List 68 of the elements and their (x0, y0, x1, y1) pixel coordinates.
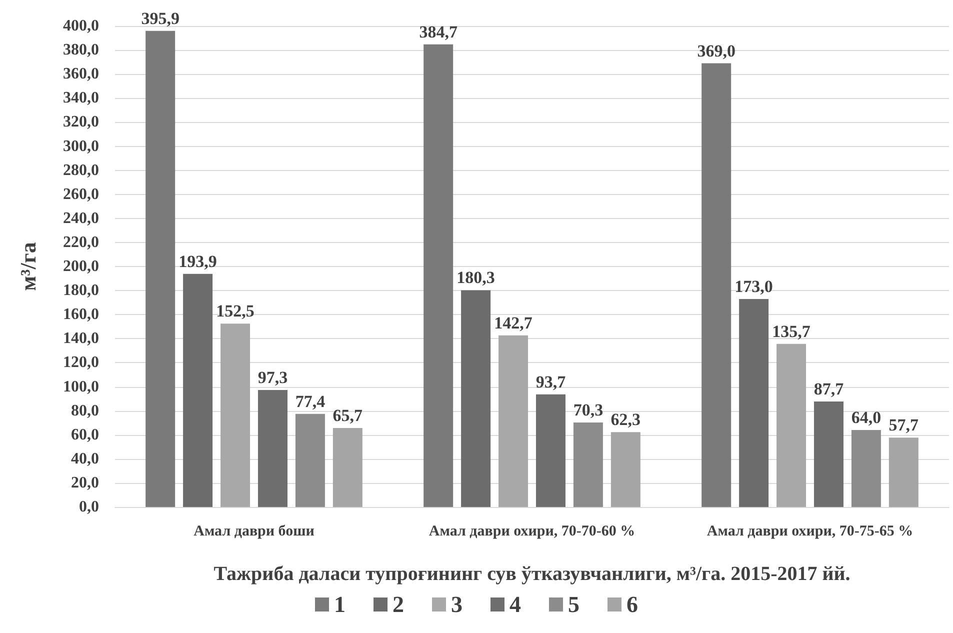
y-tick-label: 220,0 (63, 234, 99, 251)
data-label: 70,3 (573, 400, 604, 420)
bar (851, 430, 881, 507)
bar (888, 438, 918, 507)
y-tick-label: 0,0 (79, 498, 99, 516)
bar (295, 414, 325, 507)
y-tick-label: 80,0 (71, 402, 99, 420)
legend-label: 4 (510, 592, 522, 617)
y-tick-label: 240,0 (63, 210, 99, 227)
x-axis-title: Тажриба даласи тупроғининг сув ўтказувчанлиги, м³/га. 2015-2017 йй. (214, 563, 850, 585)
bar (498, 335, 528, 507)
y-tick-label: 340,0 (63, 90, 99, 107)
bar (146, 30, 176, 507)
data-label: 77,4 (295, 392, 326, 411)
y-tick-label: 200,0 (63, 258, 99, 275)
y-tick-label: 260,0 (63, 186, 99, 203)
bar (220, 324, 250, 507)
y-tick-label: 100,0 (63, 378, 99, 396)
data-label: 369,0 (697, 41, 736, 60)
bar (610, 432, 640, 507)
y-axis-title: м³/га (16, 242, 40, 291)
legend-label: 5 (568, 592, 580, 617)
y-tick-label: 20,0 (71, 474, 99, 492)
bar (814, 402, 844, 507)
data-label: 384,7 (419, 22, 458, 42)
data-label: 87,7 (814, 380, 844, 399)
data-label: 395,9 (141, 8, 180, 28)
bar (573, 422, 603, 507)
y-tick-label: 300,0 (63, 138, 99, 155)
x-tick-label: Амал даври охири, 70-75-65 % (706, 524, 914, 540)
bar (776, 344, 806, 507)
data-label: 64,0 (851, 408, 882, 428)
data-label: 193,9 (178, 252, 217, 271)
bar (702, 63, 732, 507)
data-label: 93,7 (536, 372, 566, 392)
bar (739, 298, 769, 507)
data-label: 180,3 (456, 268, 495, 288)
y-tick-label: 400,0 (63, 18, 99, 34)
y-tick-label: 280,0 (63, 162, 99, 179)
bar (183, 274, 213, 507)
y-tick-label: 120,0 (63, 354, 99, 372)
bar (424, 44, 454, 507)
data-label: 65,7 (332, 406, 364, 425)
y-tick-label: 320,0 (63, 114, 99, 131)
data-label: 135,7 (772, 322, 811, 341)
data-label: 142,7 (494, 313, 533, 332)
y-tick-label: 180,0 (63, 282, 99, 300)
legend-label: 1 (334, 592, 346, 617)
y-tick-label: 360,0 (63, 66, 99, 83)
legend-label: 3 (451, 592, 462, 617)
data-label: 62,3 (610, 410, 641, 430)
y-tick-label: 60,0 (71, 426, 99, 444)
y-tick-label: 160,0 (63, 306, 99, 324)
data-label: 97,3 (258, 368, 288, 387)
legend-label: 2 (392, 592, 404, 617)
legend-label: 6 (626, 592, 638, 617)
data-label: 152,5 (216, 302, 254, 321)
bar (258, 390, 288, 507)
y-tick-label: 380,0 (63, 42, 99, 59)
bar (332, 428, 362, 507)
bar (536, 394, 566, 507)
data-label: 173,0 (734, 276, 773, 296)
bar (461, 290, 491, 507)
x-tick-label: Амал даври боши (194, 524, 315, 540)
x-tick-label: Амал даври охири, 70-70-60 % (428, 524, 636, 540)
data-label: 57,7 (888, 416, 920, 435)
y-tick-label: 40,0 (71, 450, 99, 468)
y-tick-label: 140,0 (63, 330, 99, 348)
